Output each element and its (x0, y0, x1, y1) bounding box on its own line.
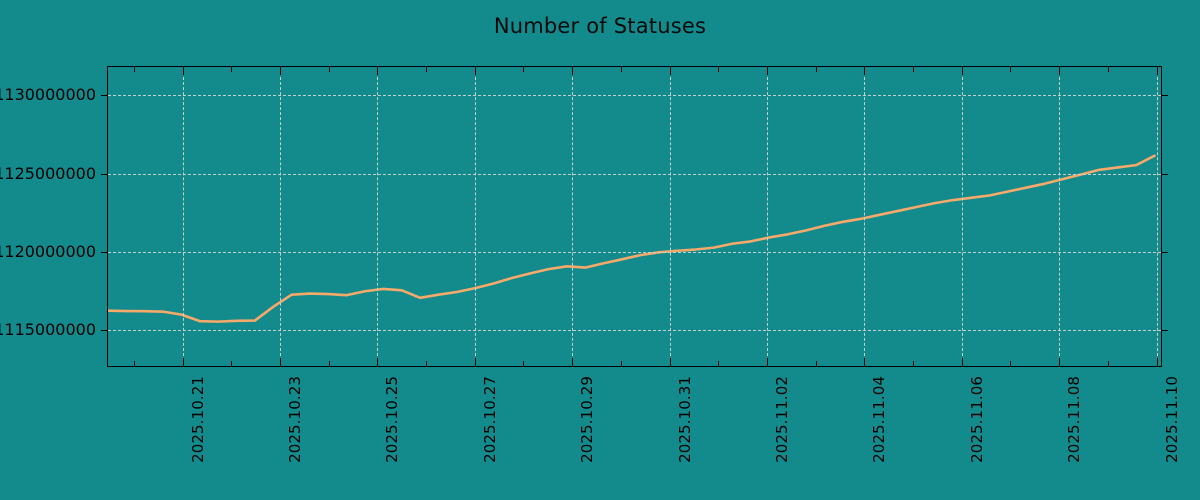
x-gridline (1156, 67, 1158, 366)
y-tick-mark (101, 173, 108, 175)
x-tick-minor-mark (1107, 361, 1109, 366)
y-gridline (108, 173, 1161, 175)
y-axis-tick-label: 1130000000 (0, 85, 96, 105)
x-tick-mark (572, 358, 574, 366)
y-gridline (108, 251, 1161, 253)
x-tick-minor-mark-top (718, 67, 720, 72)
x-tick-minor-mark-top (1107, 67, 1109, 72)
y-tick-mark-right (1161, 95, 1168, 97)
x-tick-mark (279, 358, 281, 366)
x-gridline (182, 67, 184, 366)
x-axis-tick-label: 2025.11.06 (967, 376, 986, 463)
x-gridline (864, 67, 866, 366)
x-axis-tick-label: 2025.10.25 (383, 376, 402, 463)
x-tick-mark (182, 358, 184, 366)
x-tick-mark-top (474, 67, 476, 75)
x-gridline (572, 67, 574, 366)
x-axis-tick-label: 2025.10.27 (480, 376, 499, 463)
x-gridline (961, 67, 963, 366)
x-tick-minor-mark (523, 361, 525, 366)
x-tick-minor-mark-top (815, 67, 817, 72)
x-tick-minor-mark (620, 361, 622, 366)
x-tick-mark-top (1156, 67, 1158, 75)
x-axis-tick-label: 2025.10.23 (285, 376, 304, 463)
x-tick-mark (864, 358, 866, 366)
x-tick-minor-mark (718, 361, 720, 366)
y-tick-mark-right (1161, 251, 1168, 253)
x-tick-minor-mark (1010, 361, 1012, 366)
x-tick-mark-top (182, 67, 184, 75)
y-axis-tick-label: 1125000000 (0, 163, 96, 183)
x-axis-tick-label: 2025.10.29 (578, 376, 597, 463)
x-tick-minor-mark-top (523, 67, 525, 72)
x-tick-minor-mark-top (426, 67, 427, 72)
x-tick-mark-top (961, 67, 963, 75)
x-tick-minor-mark (913, 361, 914, 366)
y-axis-tick-label: 1115000000 (0, 320, 96, 340)
y-tick-mark-right (1161, 330, 1168, 332)
x-tick-mark (1156, 358, 1158, 366)
x-tick-minor-mark-top (913, 67, 914, 72)
x-tick-minor-mark-top (133, 67, 135, 72)
x-tick-mark (961, 358, 963, 366)
x-tick-mark (669, 358, 671, 366)
y-axis-tick-label: 1120000000 (0, 241, 96, 261)
x-tick-mark-top (279, 67, 281, 75)
x-tick-mark-top (572, 67, 574, 75)
x-axis-tick-label: 2025.11.04 (870, 376, 889, 463)
x-tick-minor-mark-top (328, 67, 330, 72)
y-tick-mark (101, 251, 108, 253)
x-gridline (1059, 67, 1061, 366)
x-axis-tick-label: 2025.10.31 (675, 376, 694, 463)
x-gridline (669, 67, 671, 366)
x-gridline (377, 67, 379, 366)
x-tick-mark-top (766, 67, 768, 75)
y-gridline (108, 95, 1161, 97)
x-gridline (474, 67, 476, 366)
x-tick-minor-mark (815, 361, 817, 366)
x-tick-minor-mark (231, 361, 233, 366)
series-line (108, 67, 1161, 366)
x-tick-minor-mark-top (1010, 67, 1012, 72)
x-axis-tick-label: 2025.10.21 (188, 376, 207, 463)
x-tick-minor-mark-top (620, 67, 622, 72)
x-tick-mark (1059, 358, 1061, 366)
y-tick-mark (101, 330, 108, 332)
x-tick-mark-top (864, 67, 866, 75)
y-gridline (108, 330, 1161, 332)
x-tick-mark-top (669, 67, 671, 75)
x-tick-minor-mark (133, 361, 135, 366)
x-tick-minor-mark (426, 361, 427, 366)
x-tick-mark-top (1059, 67, 1061, 75)
chart-title: Number of Statuses (493, 14, 707, 38)
x-axis-tick-label: 2025.11.10 (1162, 376, 1181, 463)
y-tick-mark-right (1161, 173, 1168, 175)
x-axis-tick-label: 2025.11.08 (1065, 376, 1084, 463)
plot-area (101, 66, 1168, 367)
x-tick-mark (474, 358, 476, 366)
x-gridline (766, 67, 768, 366)
x-tick-mark (766, 358, 768, 366)
x-tick-mark-top (377, 67, 379, 75)
y-tick-mark (101, 95, 108, 97)
x-tick-minor-mark (328, 361, 330, 366)
x-tick-minor-mark-top (231, 67, 233, 72)
x-axis-tick-label: 2025.11.02 (772, 376, 791, 463)
data-line-path (108, 156, 1155, 322)
x-tick-mark (377, 358, 379, 366)
x-gridline (279, 67, 281, 366)
